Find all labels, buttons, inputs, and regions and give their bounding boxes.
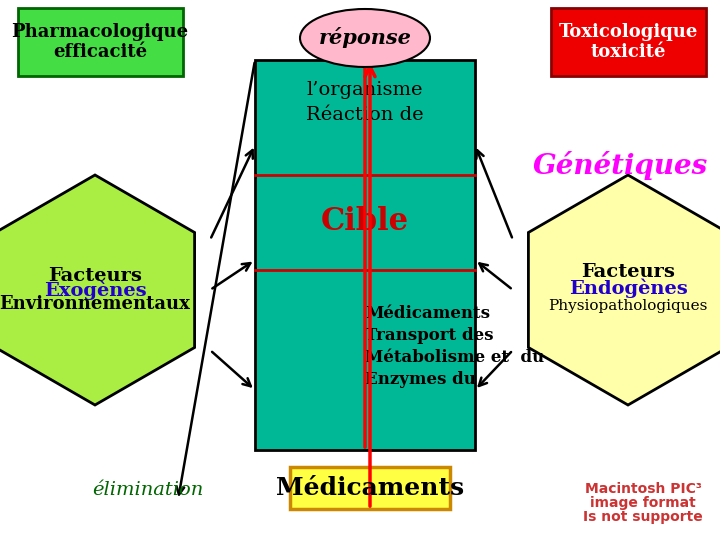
Text: Enzymes du: Enzymes du xyxy=(365,372,476,388)
Text: Médicaments: Médicaments xyxy=(365,306,490,322)
Bar xyxy=(17,8,182,76)
Text: Médicaments: Médicaments xyxy=(276,476,464,500)
Text: Environnementaux: Environnementaux xyxy=(0,295,190,313)
Text: Réaction de: Réaction de xyxy=(306,106,424,124)
Bar xyxy=(551,8,706,76)
Text: Macintosh PIC³: Macintosh PIC³ xyxy=(585,482,701,496)
Text: Facteurs: Facteurs xyxy=(48,267,142,285)
Text: l’organisme: l’organisme xyxy=(307,81,423,99)
Text: Physiopathologiques: Physiopathologiques xyxy=(549,299,708,313)
Text: réponse: réponse xyxy=(318,28,411,49)
Polygon shape xyxy=(528,175,720,405)
Text: Cible: Cible xyxy=(321,206,409,238)
Bar xyxy=(290,467,450,509)
Text: élimination: élimination xyxy=(92,481,204,499)
Ellipse shape xyxy=(300,9,430,67)
Text: Endogènes: Endogènes xyxy=(569,278,688,298)
Text: image format: image format xyxy=(590,496,696,510)
Text: Génétiques: Génétiques xyxy=(532,151,708,179)
Text: Facteurs: Facteurs xyxy=(581,263,675,281)
Text: Métabolisme et  du: Métabolisme et du xyxy=(365,349,544,367)
Bar xyxy=(255,60,475,450)
Text: Exogènes: Exogènes xyxy=(44,280,146,300)
Text: Transport des: Transport des xyxy=(365,327,493,345)
Text: Toxicologique
toxicité: Toxicologique toxicité xyxy=(558,23,698,62)
Polygon shape xyxy=(0,175,194,405)
Text: Pharmacologique
efficacité: Pharmacologique efficacité xyxy=(12,23,189,62)
Text: Is not supporte: Is not supporte xyxy=(583,510,703,524)
